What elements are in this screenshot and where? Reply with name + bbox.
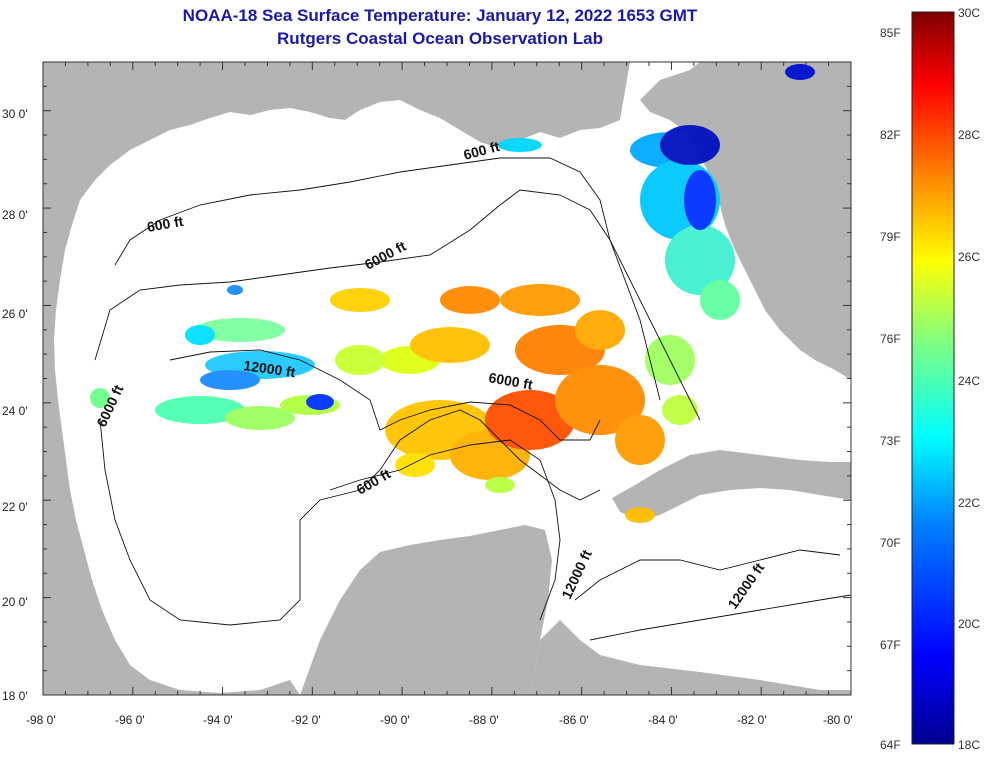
- colorbar-label-73f: 73F: [880, 434, 901, 448]
- lon-label-90: -90 0': [380, 713, 410, 727]
- contour-label-12000-west: 12000 ft: [243, 357, 297, 380]
- land-central-america: [530, 620, 851, 695]
- colorbar-label-18c: 18C: [958, 738, 980, 752]
- colorbar-label-76f: 76F: [880, 332, 901, 346]
- lat-label-18: 18 0': [2, 689, 28, 703]
- colorbar-label-67f: 67F: [880, 638, 901, 652]
- lat-label-26: 26 0': [2, 307, 28, 321]
- colorbar-label-30c: 30C: [958, 6, 980, 20]
- lon-label-84: -84 0': [648, 713, 678, 727]
- colorbar-c-labels: 30C 28C 26C 24C 22C 20C 18C: [958, 6, 980, 752]
- contour-cayman: [589, 594, 851, 641]
- lat-labels: 30 0' 28 0' 26 0' 24 0' 22 0' 20 0' 18 0…: [2, 107, 28, 703]
- lon-label-94: -94 0': [203, 713, 233, 727]
- contour-600ft-yucatan: [329, 439, 561, 621]
- lat-label-24: 24 0': [2, 404, 28, 418]
- lat-label-30: 30 0': [2, 107, 28, 121]
- lon-label-96: -96 0': [115, 713, 145, 727]
- bathymetry-contours: [94, 157, 851, 641]
- colorbar-label-26c: 26C: [958, 250, 980, 264]
- sst-data-layer: [90, 64, 815, 523]
- lat-label-28: 28 0': [2, 208, 28, 222]
- colorbar-label-70f: 70F: [880, 536, 901, 550]
- lon-label-92: -92 0': [291, 713, 321, 727]
- land-cuba: [612, 450, 851, 520]
- contour-12000ft: [169, 349, 601, 441]
- lon-label-98: -98 0': [26, 713, 56, 727]
- contour-6000ft-sw: [99, 409, 601, 626]
- lon-label-88: -88 0': [469, 713, 499, 727]
- land-us-mexico: [43, 62, 851, 695]
- colorbar-label-28c: 28C: [958, 128, 980, 142]
- land-yucatan: [300, 525, 552, 695]
- contour-6000ft-west: [94, 189, 661, 401]
- contour-600ft-shelf: [114, 157, 701, 421]
- colorbar: [911, 11, 955, 745]
- map-subtitle: Rutgers Coastal Ocean Observation Lab: [277, 29, 603, 48]
- map-ticks: [42, 61, 852, 696]
- colorbar-label-22c: 22C: [958, 496, 980, 510]
- lat-label-20: 20 0': [2, 595, 28, 609]
- colorbar-label-20c: 20C: [958, 617, 980, 631]
- colorbar-label-79f: 79F: [880, 230, 901, 244]
- colorbar-label-64f: 64F: [880, 738, 901, 752]
- colorbar-label-24c: 24C: [958, 374, 980, 388]
- colorbar-f-labels: 85F 82F 79F 76F 73F 70F 67F 64F: [880, 26, 901, 752]
- colorbar-label-85f: 85F: [880, 26, 901, 40]
- contour-label-6000-east: 6000 ft: [487, 369, 534, 393]
- lon-label-82: -82 0': [737, 713, 767, 727]
- lat-label-22: 22 0': [2, 500, 28, 514]
- lon-label-80: -80 0': [823, 713, 853, 727]
- lon-labels: -98 0' -96 0' -94 0' -92 0' -90 0' -88 0…: [26, 713, 853, 727]
- lon-label-86: -86 0': [559, 713, 589, 727]
- colorbar-label-82f: 82F: [880, 128, 901, 142]
- land-florida: [640, 62, 851, 380]
- contour-12000ft-caribbean: [574, 549, 841, 601]
- contour-label-600-west: 600 ft: [146, 213, 185, 235]
- map-title: NOAA-18 Sea Surface Temperature: January…: [182, 6, 698, 25]
